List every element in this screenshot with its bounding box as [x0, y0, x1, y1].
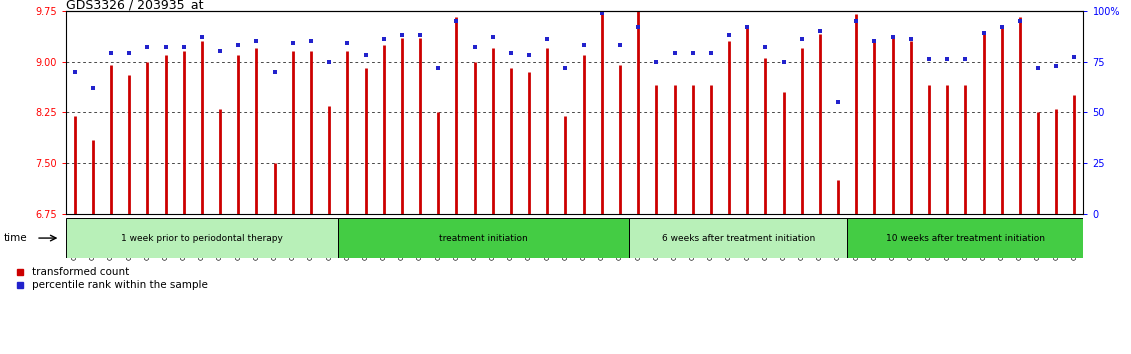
Bar — [66, 218, 338, 258]
Point — [66, 69, 84, 74]
Point — [629, 24, 647, 30]
Point — [174, 44, 192, 50]
Point — [611, 42, 629, 48]
Point — [720, 32, 739, 38]
Point — [993, 24, 1011, 30]
Point — [647, 59, 665, 64]
Point — [865, 38, 883, 44]
Point — [538, 36, 556, 42]
Point — [156, 44, 174, 50]
Text: GDS3326 / 203935_at: GDS3326 / 203935_at — [66, 0, 204, 11]
Point — [1029, 65, 1047, 70]
Point — [466, 44, 484, 50]
Point — [502, 51, 520, 56]
Point — [739, 24, 757, 30]
Point — [138, 44, 156, 50]
Point — [702, 51, 720, 56]
Point — [920, 57, 938, 62]
Point — [556, 65, 575, 70]
Point — [883, 34, 901, 40]
Point — [120, 51, 138, 56]
Point — [338, 40, 356, 46]
Point — [957, 57, 975, 62]
Point — [901, 36, 920, 42]
Text: treatment initiation: treatment initiation — [439, 234, 528, 242]
Text: 1 week prior to periodontal therapy: 1 week prior to periodontal therapy — [121, 234, 283, 242]
Point — [811, 28, 829, 34]
Bar — [338, 218, 629, 258]
Point — [775, 59, 793, 64]
Point — [448, 18, 466, 24]
Point — [302, 38, 320, 44]
Point — [392, 32, 411, 38]
Point — [593, 10, 611, 16]
Point — [757, 44, 775, 50]
Point — [411, 32, 429, 38]
Point — [520, 52, 538, 58]
Point — [320, 59, 338, 64]
Point — [84, 85, 102, 91]
Point — [266, 69, 284, 74]
Text: 10 weeks after treatment initiation: 10 weeks after treatment initiation — [886, 234, 1045, 242]
Point — [683, 51, 701, 56]
Point — [1011, 18, 1029, 24]
Point — [356, 52, 374, 58]
Point — [211, 48, 230, 54]
Point — [429, 65, 447, 70]
Bar — [847, 218, 1083, 258]
Point — [1065, 55, 1083, 60]
Point — [248, 38, 266, 44]
Point — [847, 18, 865, 24]
Point — [575, 42, 593, 48]
Point — [230, 42, 248, 48]
Point — [1047, 63, 1065, 68]
Point — [829, 99, 847, 105]
Legend: transformed count, percentile rank within the sample: transformed count, percentile rank withi… — [17, 267, 208, 290]
Text: time: time — [3, 233, 27, 243]
Point — [938, 57, 956, 62]
Point — [102, 51, 120, 56]
Point — [793, 36, 811, 42]
Bar — [629, 218, 847, 258]
Point — [975, 30, 993, 36]
Text: 6 weeks after treatment initiation: 6 weeks after treatment initiation — [662, 234, 814, 242]
Point — [284, 40, 302, 46]
Point — [193, 34, 211, 40]
Point — [665, 51, 683, 56]
Point — [374, 36, 392, 42]
Point — [484, 34, 502, 40]
